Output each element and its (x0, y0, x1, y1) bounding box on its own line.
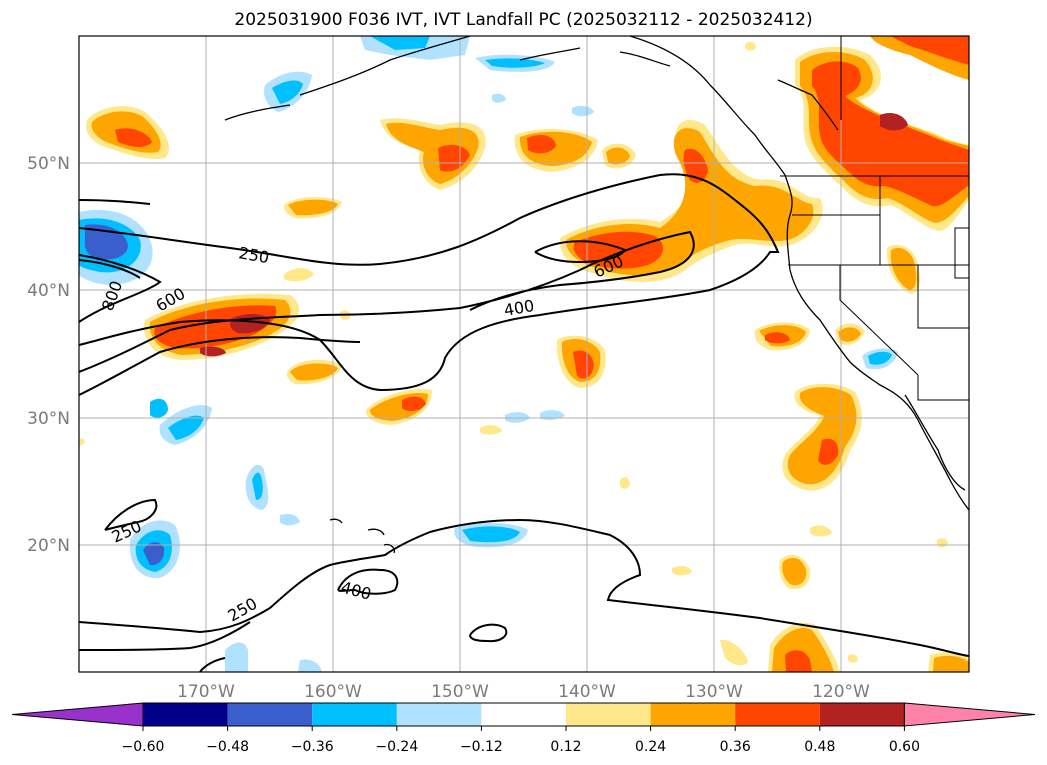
positive-anomaly-shading (79, 36, 969, 672)
lon-label: 150°W (431, 682, 489, 702)
map-frame (78, 35, 970, 673)
colorbar-tick-label: 0.24 (635, 739, 666, 755)
colorbar-tick-label: −0.60 (122, 739, 165, 755)
lon-label: 120°W (812, 682, 870, 702)
colorbar-extend-high (903, 702, 1036, 727)
lon-label: 130°W (685, 682, 743, 702)
colorbar-tick-label: 0.60 (889, 739, 920, 755)
colorbar-tick-label: −0.24 (375, 739, 418, 755)
colorbar-outline (142, 702, 905, 727)
lon-label: 160°W (304, 682, 362, 702)
colorbar-swatch (819, 703, 905, 726)
colorbar-tick-label: −0.48 (206, 739, 249, 755)
colorbar-swatch (396, 703, 482, 726)
colorbar-tick-label: 0.12 (550, 739, 581, 755)
colorbar-swatch (566, 703, 651, 726)
lat-axis-labels: 50°N 40°N 30°N 20°N (27, 154, 70, 556)
ivt-contours (79, 173, 969, 672)
state-borders (780, 36, 969, 401)
colorbar-tick-label: −0.36 (291, 739, 334, 755)
lat-label: 30°N (27, 409, 70, 429)
lon-axis-labels: 170°W 160°W 150°W 140°W 130°W 120°W (177, 682, 870, 702)
lon-label: 140°W (558, 682, 616, 702)
colorbar-swatch (735, 703, 820, 726)
lat-label: 40°N (27, 281, 70, 301)
colorbar-swatch (481, 703, 566, 726)
colorbar-tick-label: −0.12 (460, 739, 503, 755)
colorbar-swatch (312, 703, 397, 726)
lat-label: 50°N (27, 154, 70, 174)
colorbar-swatch (227, 703, 313, 726)
colorbar-swatch (143, 703, 228, 726)
colorbar-extend-low (11, 702, 144, 727)
colorbar: −0.60 −0.48 −0.36 −0.24 −0.12 0.12 0.24 0.36 0.4… (11, 702, 1036, 755)
negative-anomaly-shading (79, 36, 898, 672)
colorbar-tick-label: 0.36 (720, 739, 751, 755)
colorbar-tick-label: 0.48 (804, 739, 835, 755)
lon-label: 170°W (177, 682, 235, 702)
map-title: 2025031900 F036 IVT, IVT Landfall PC (20… (234, 10, 813, 30)
coastlines (224, 36, 969, 554)
lat-label: 20°N (27, 536, 70, 556)
colorbar-swatch (650, 703, 736, 726)
